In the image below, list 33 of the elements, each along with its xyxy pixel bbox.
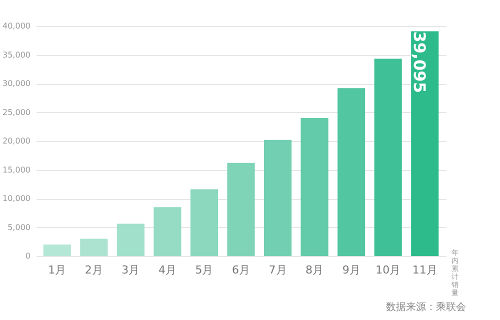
y-tick-label: 15,000	[2, 165, 30, 174]
y-tick-label: 30,000	[2, 79, 30, 88]
y-tick-label: 40,000	[2, 22, 30, 30]
y-tick-label: 20,000	[2, 136, 30, 146]
bar	[227, 162, 255, 256]
y-tick-label: 0	[25, 252, 30, 260]
y-tick-label: 5,000	[8, 222, 30, 232]
bar	[116, 224, 144, 256]
x-tick-label: 6月	[232, 264, 250, 276]
x-tick-label: 10月	[376, 264, 401, 276]
bar	[80, 238, 108, 256]
x-tick-label: 4月	[158, 264, 176, 276]
x-tick-label: 2月	[84, 264, 103, 276]
x-tick-label: 9月	[342, 264, 360, 276]
x-tick-label: 7月	[268, 264, 287, 276]
bar	[264, 140, 292, 256]
bar	[190, 189, 218, 256]
y-tick-label: 35,000	[2, 50, 30, 60]
x-tick-label: 5月	[195, 264, 214, 276]
source-note: 数据来源：乘联会	[386, 301, 466, 313]
bar	[374, 58, 402, 256]
x-tick-label: 3月	[122, 264, 140, 276]
data-label: 39,095	[410, 31, 429, 93]
x-tick-label: 11月	[412, 264, 438, 276]
bar	[154, 207, 182, 256]
bar	[43, 244, 71, 256]
y-tick-label: 25,000	[2, 108, 30, 117]
bar	[300, 118, 328, 256]
bar	[338, 88, 366, 256]
x-tick-label: 1月	[48, 264, 66, 276]
x-tick-label: 8月	[306, 264, 324, 276]
y-tick-label: 10,000	[2, 194, 30, 203]
bar	[411, 31, 439, 256]
